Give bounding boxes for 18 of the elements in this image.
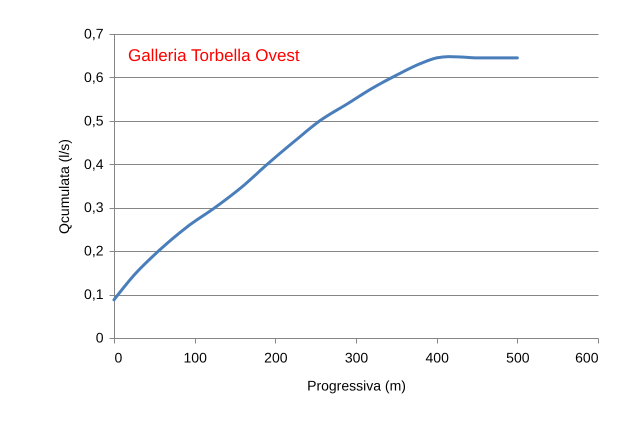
y-tick-label: 0,1 [84,286,104,302]
y-axis-title: Qcumulata (l/s) [56,139,72,234]
x-tick-label: 100 [183,350,208,366]
x-tick-label: 600 [575,350,599,366]
x-tick-label: 300 [344,350,368,366]
y-tick-label: 0,6 [84,68,104,85]
y-tick-label: 0 [96,330,104,346]
y-tick-label: 0,4 [84,156,104,172]
y-tick-label: 0,3 [84,199,104,216]
y-tick-label: 0,5 [84,112,104,128]
x-tick-label: 0 [114,350,122,366]
x-axis-title: Progressiva (m) [307,378,406,394]
annotation: Galleria Torbella Ovest [128,46,300,65]
y-tick-label: 0,7 [84,26,104,42]
x-tick-label: 400 [425,350,450,366]
x-tick-label: 200 [264,350,288,366]
x-tick-label: 500 [506,350,530,366]
y-tick-label: 0,2 [84,242,104,259]
